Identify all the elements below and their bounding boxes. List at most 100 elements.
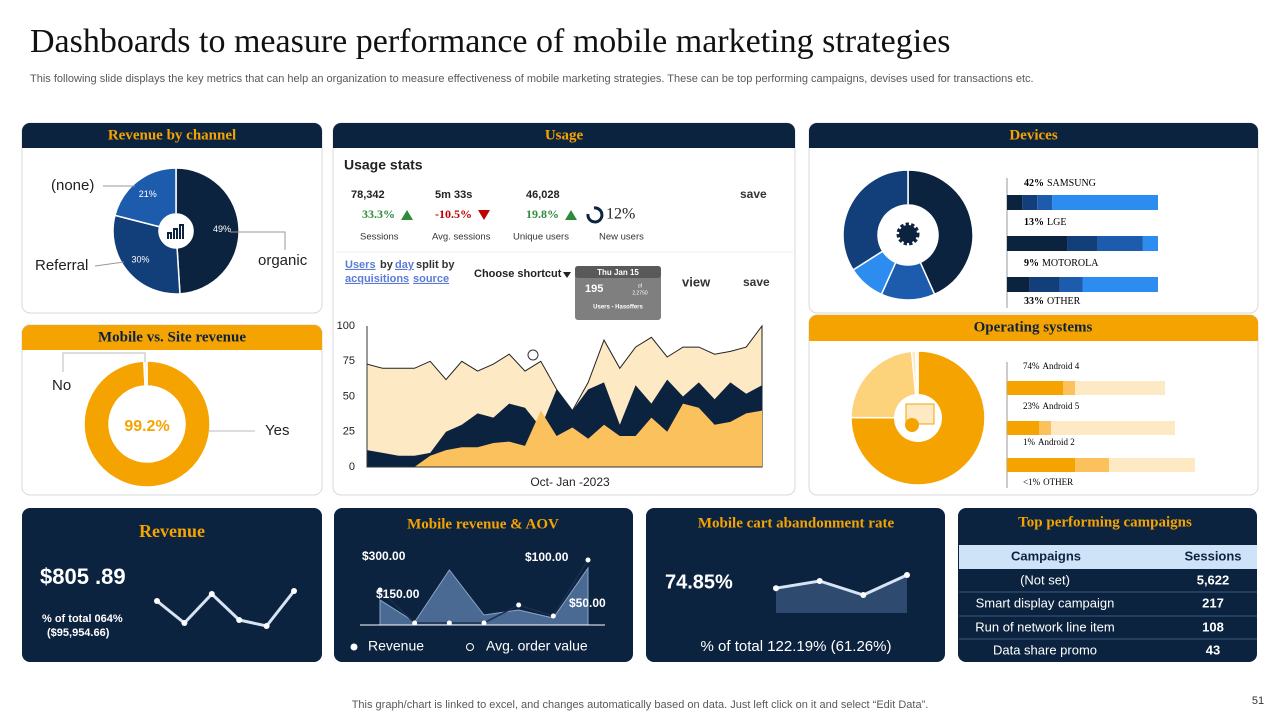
slide-subtitle: This following slide displays the key me…: [30, 73, 1034, 85]
stat-value: 5m 33s: [435, 189, 472, 201]
legend-marker: [350, 643, 358, 651]
point: [773, 585, 779, 592]
table-cell: Run of network line item: [975, 619, 1114, 634]
table-cell: (Not set): [1020, 572, 1070, 587]
tooltip-text: 195: [585, 283, 603, 295]
marker: [527, 349, 539, 361]
panel-header: [22, 337, 322, 350]
section-title: Usage stats: [344, 157, 423, 173]
area: [776, 575, 907, 613]
legend-entry: 42% SAMSUNG: [1024, 178, 1096, 189]
kpi-value: $805 .89: [40, 564, 126, 589]
bar-segment: [1075, 381, 1165, 395]
legend-value: 13%: [1024, 217, 1044, 228]
pie-slice: [83, 360, 211, 488]
legend-entry: 74% Android 4: [1023, 361, 1080, 371]
label: split by: [416, 259, 455, 271]
point: [860, 592, 867, 598]
page-number: 51: [1252, 695, 1264, 707]
kpi-text: ($95,954.66): [47, 627, 110, 639]
bar-segment: [1039, 421, 1051, 435]
point: [412, 620, 418, 626]
stat-change: -10.5%: [435, 207, 472, 221]
bar-segment: [1022, 195, 1038, 210]
bar-segment: [1075, 458, 1109, 472]
table-cell: Smart display campaign: [976, 595, 1115, 610]
panel-title: Usage: [545, 127, 584, 143]
icon: [586, 206, 604, 224]
legend-text: SAMSUNG: [1047, 178, 1096, 189]
point: [291, 588, 297, 594]
legend-entry: Avg. order value: [486, 638, 588, 654]
panel-title: Top performing campaigns: [1018, 514, 1192, 530]
annotation: $50.00: [569, 596, 606, 610]
annotation: $300.00: [362, 549, 406, 563]
kpi-text: % of total 064%: [42, 613, 123, 625]
tooltip-text: of: [638, 283, 643, 289]
line: [775, 573, 908, 597]
icon: [167, 224, 184, 239]
bar-segment: [1007, 458, 1075, 472]
stat-label: Unique users: [513, 232, 569, 243]
label: by: [380, 259, 394, 271]
line: [156, 590, 296, 628]
footer-note: This graph/chart is linked to excel, and…: [352, 699, 929, 711]
kpi-text: % of total 122.19% (61.26%): [701, 638, 892, 655]
stat-value: 12%: [606, 206, 635, 223]
panel-header: [333, 135, 795, 148]
legend-value: 42%: [1024, 178, 1044, 189]
bar-segment: [1063, 381, 1075, 395]
bar-segment: [1109, 458, 1127, 472]
category-label: Referral: [35, 257, 88, 274]
legend-text: LGE: [1047, 217, 1066, 228]
icon: [905, 418, 919, 432]
category-label: organic: [258, 252, 308, 269]
column-header: Campaigns: [1011, 548, 1081, 563]
category-label: Yes: [265, 422, 289, 439]
slide-title: Dashboards to measure performance of mob…: [30, 23, 951, 60]
panel-title: Mobile vs. Site revenue: [98, 329, 246, 345]
link: Users: [345, 259, 376, 271]
y-tick-label: 25: [343, 426, 355, 438]
annotation: $100.00: [525, 550, 569, 564]
point: [208, 591, 215, 597]
bar-segment: [1097, 236, 1143, 251]
button: save: [743, 275, 770, 289]
panel-title: Revenue: [139, 521, 205, 541]
bar-segment: [1007, 381, 1063, 395]
link: source: [413, 273, 449, 285]
table-cell: 43: [1206, 642, 1220, 657]
trend-arrow: [565, 210, 577, 220]
tooltip-text: Thu Jan 15: [597, 268, 639, 277]
stat-label: Sessions: [360, 232, 399, 243]
button: save: [740, 187, 767, 201]
legend-value: <1%: [1023, 477, 1041, 487]
bar-segment: [1127, 458, 1195, 472]
panel-title: Operating systems: [974, 319, 1093, 335]
bar-segment: [1029, 277, 1060, 292]
legend-value: 9%: [1024, 258, 1039, 269]
data-label: 99.2%: [124, 418, 169, 435]
trend-arrow: [401, 210, 413, 220]
y-tick-label: 0: [349, 461, 355, 473]
category-label: (none): [51, 177, 94, 194]
dropdown: Choose shortcut: [474, 268, 562, 280]
panel-title: Devices: [1009, 127, 1057, 143]
stat-value: 46,028: [526, 189, 560, 201]
point: [904, 572, 910, 578]
point: [263, 623, 270, 629]
pie-slice: [842, 169, 909, 271]
link: day: [395, 259, 415, 271]
x-axis-label: Oct- Jan -2023: [530, 475, 610, 489]
stat-value: 78,342: [351, 189, 385, 201]
panel-header: [809, 135, 1258, 148]
annotation: $150.00: [376, 587, 420, 601]
legend-value: 33%: [1024, 296, 1044, 307]
data-label: 21%: [139, 189, 157, 199]
legend-text: Android 5: [1043, 401, 1080, 411]
bar-segment: [1007, 236, 1068, 251]
point: [816, 578, 823, 584]
panel-header: [809, 328, 1258, 341]
button: view: [682, 274, 711, 289]
stat-change: 33.3%: [362, 207, 395, 221]
